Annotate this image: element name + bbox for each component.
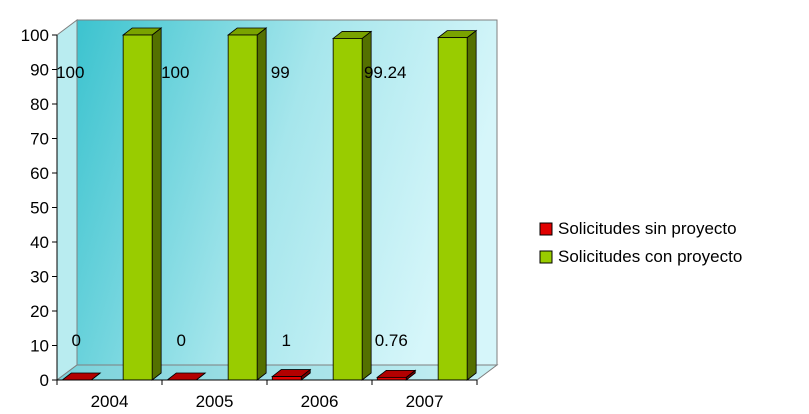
legend-swatch [539,222,553,236]
y-tick-label: 50 [30,199,49,218]
bar-con-proyecto [226,27,268,381]
y-tick-label: 80 [30,95,49,114]
y-tick-label: 0 [40,371,49,390]
legend: Solicitudes sin proyecto Solicitudes con … [539,219,742,266]
y-tick-label: 10 [30,337,49,356]
legend-label: Solicitudes con proyecto [558,247,742,266]
y-tick-label: 90 [30,61,49,80]
legend-item: Solicitudes sin proyecto [539,219,737,238]
x-tick-label: 2006 [301,392,339,411]
y-tick-label: 100 [21,26,49,45]
legend-item: Solicitudes con proyecto [539,247,742,266]
y-tick-label: 30 [30,268,49,287]
bars [61,27,478,381]
y-tick-label: 70 [30,130,49,149]
data-label: 1 [282,331,291,350]
data-label: 99 [271,63,290,82]
legend-swatch [539,250,553,264]
y-tick-label: 40 [30,233,49,252]
x-tick-label: 2005 [196,392,234,411]
legend-label: Solicitudes sin proyecto [558,219,737,238]
data-label: 99.24 [364,63,407,82]
bar-con-proyecto [121,27,163,381]
x-tick-label: 2004 [91,392,129,411]
y-tick-label: 60 [30,164,49,183]
bar-sin-proyecto [271,368,312,381]
data-label: 100 [56,63,84,82]
y-axis: 0 10 20 30 40 50 60 70 80 90 100 [21,26,58,390]
data-labels: 0 100 0 100 1 99 0.76 99.24 [56,63,408,350]
bar-con-proyecto [331,30,373,381]
bar-con-proyecto [436,29,478,381]
x-tick-label: 2007 [406,392,444,411]
data-label: 100 [161,63,189,82]
data-label: 0 [72,331,81,350]
data-label: 0.76 [375,331,408,350]
y-tick-label: 20 [30,302,49,321]
data-label: 0 [177,331,186,350]
bar-sin-proyecto [376,369,417,381]
x-axis: 2004 2005 2006 2007 [56,379,478,411]
